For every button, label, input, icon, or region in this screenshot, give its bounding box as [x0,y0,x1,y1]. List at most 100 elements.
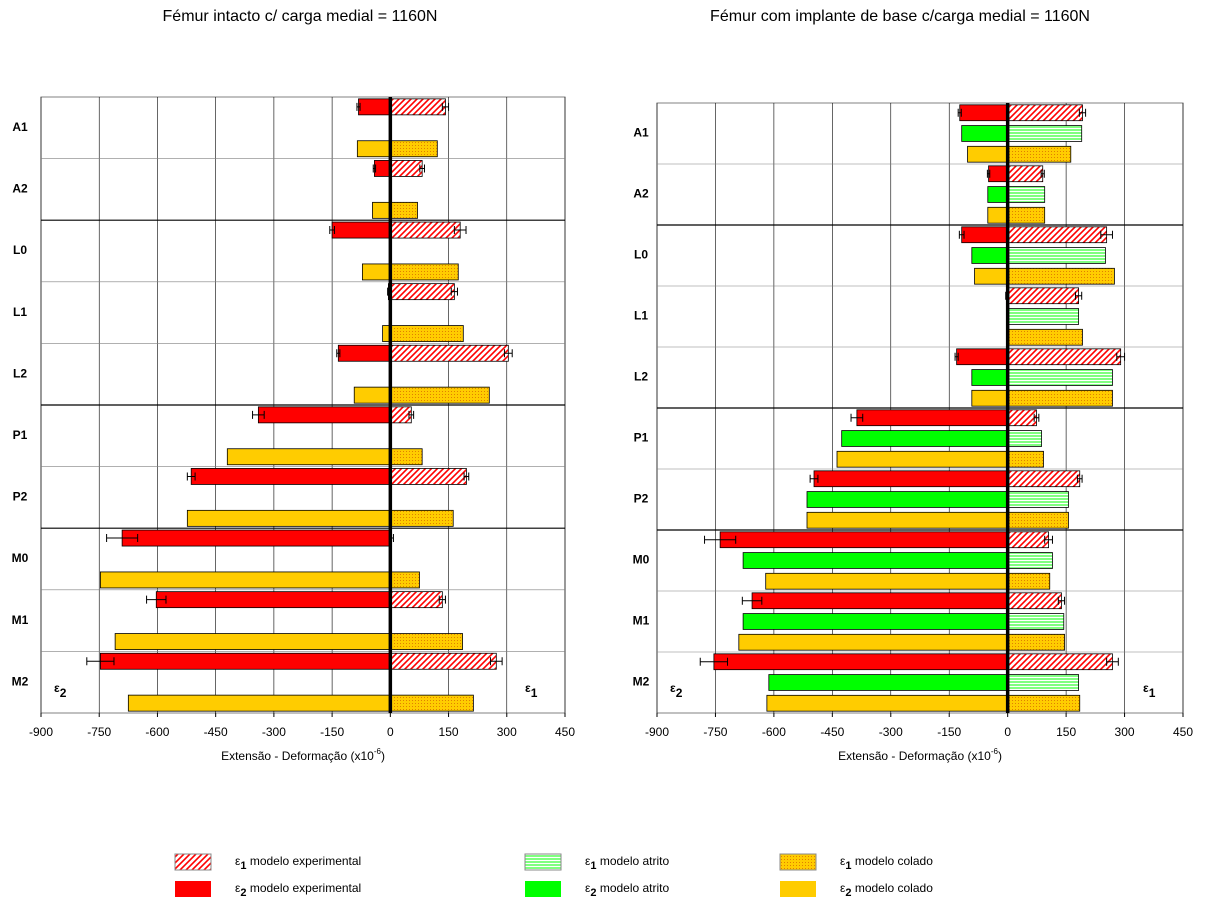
legend-swatch [175,881,211,897]
bar [389,694,474,712]
bar [1007,348,1122,366]
bar [1007,491,1069,508]
error-bar [146,595,167,604]
category-label: P2 [634,492,649,506]
legend-swatch [780,881,816,897]
bar [356,140,391,158]
annotation-subscript: 1 [531,686,538,700]
category-label: M0 [633,553,650,567]
x-tick-label: -150 [937,725,961,739]
bar [956,348,1009,366]
error-bar [1076,474,1083,483]
x-axis-label: Extensão - Deformação (x10-6) [838,747,1002,763]
bar [974,267,1009,285]
bar [987,206,1009,224]
x-axis-label-end: ) [998,749,1002,763]
bar [967,145,1009,163]
chart-title: Fémur intacto c/ carga medial = 1160N [162,8,438,25]
error-bar [1100,230,1113,239]
bar [1007,308,1079,325]
category-label: M2 [633,675,650,689]
error-bar [954,352,959,361]
category-label: L1 [634,309,648,323]
bar [186,509,391,527]
annotation-subscript: 2 [676,686,683,700]
x-tick-label: -750 [87,725,111,739]
bar [1007,470,1081,488]
bar [961,226,1009,244]
annotation-symbol: ε [1143,681,1149,695]
x-tick-label: -900 [645,725,669,739]
annotation: ε1 [1143,681,1156,700]
x-axis-label: Extensão - Deformação (x10-6) [221,747,385,763]
bar [389,468,467,485]
bar [1007,186,1046,203]
x-axis-label-exponent: -6 [991,747,999,756]
bar [713,653,1009,671]
bar [389,283,455,301]
bar [361,263,391,281]
x-tick-label: 450 [1173,725,1193,739]
bar [389,509,454,527]
legend-label: ε2 modelo colado [840,881,933,899]
bar [1007,389,1113,407]
x-tick-label: 300 [497,725,517,739]
category-label: P1 [634,431,649,445]
bar [836,450,1009,468]
error-bar [957,108,962,117]
x-axis-label-exponent: -6 [374,747,382,756]
bar [226,448,391,466]
bar [1007,226,1108,244]
error-bar [809,474,819,483]
error-bar [958,230,965,239]
bar [389,160,423,177]
error-bar [419,164,425,173]
category-label: A1 [12,120,28,134]
x-tick-label: -900 [29,725,53,739]
bar [389,263,459,281]
legend-label: ε1 modelo atrito [585,854,670,872]
bar [389,571,420,589]
legend-swatch [779,853,817,871]
bar [765,572,1009,590]
error-bar [453,226,467,235]
legend-swatch [525,881,561,897]
bar [389,406,412,424]
error-bar [463,472,470,481]
error-bar [1116,352,1126,361]
error-bar [336,349,341,358]
bar [1007,247,1106,264]
category-label: L2 [634,370,648,384]
bar [1007,633,1065,651]
category-label: M1 [12,613,29,627]
bar [389,221,461,239]
annotation-subscript: 1 [1149,686,1156,700]
error-bar [699,657,729,666]
bar [813,470,1009,488]
error-bar [489,657,503,666]
x-tick-label: 450 [555,725,575,739]
x-tick-label: -150 [320,725,344,739]
error-bar [106,534,139,543]
category-label: L2 [13,366,27,380]
bar [1007,674,1079,691]
error-bar [1074,291,1083,300]
legend-swatch [174,853,212,871]
bar [738,633,1009,651]
error-bar [329,226,335,235]
bar [121,529,391,547]
category-label: M1 [633,614,650,628]
bar [987,186,1009,203]
bar [742,613,1009,630]
bar [1007,409,1037,427]
x-axis-label-text: Extensão - Deformação (x10 [838,749,991,763]
x-tick-label: 0 [387,725,394,739]
x-tick-label: -450 [204,725,228,739]
bar [971,369,1009,386]
bar [374,160,391,177]
bar [1007,531,1049,549]
bar [1007,572,1051,590]
error-bar [186,472,196,481]
bar [1007,511,1069,529]
